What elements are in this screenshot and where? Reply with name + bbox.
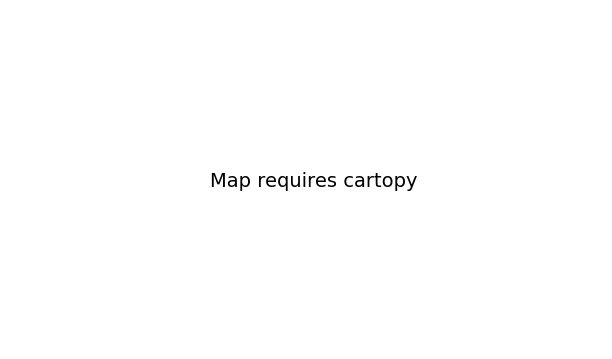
Text: Map requires cartopy: Map requires cartopy <box>210 172 417 191</box>
